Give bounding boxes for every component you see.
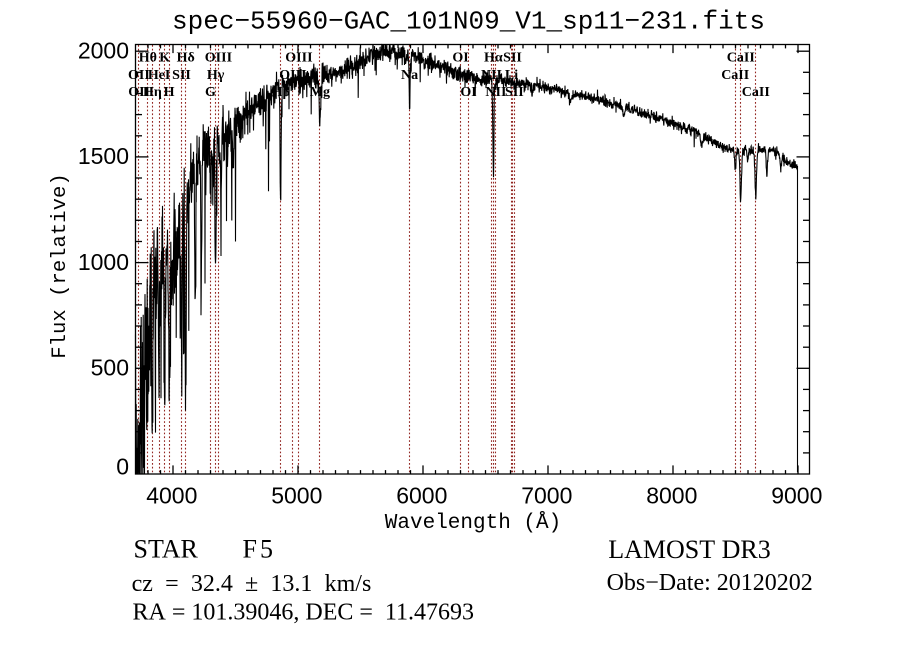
svg-text:Hδ: Hδ xyxy=(177,51,195,66)
svg-text:SII: SII xyxy=(172,68,191,83)
svg-text:HeI: HeI xyxy=(148,68,171,83)
svg-text:OII: OII xyxy=(128,85,150,100)
svg-text:RA = 101.39046, DEC = 11.4769: RA = 101.39046, DEC = 11.47693 xyxy=(133,600,475,626)
svg-text:OIII: OIII xyxy=(285,51,312,66)
svg-text:Li: Li xyxy=(505,68,518,83)
svg-text:Hα: Hα xyxy=(484,51,503,66)
svg-text:Hθ: Hθ xyxy=(139,51,157,66)
svg-text:OIII: OIII xyxy=(279,68,306,83)
svg-text:CaII: CaII xyxy=(727,51,755,66)
svg-text:LAMOST DR3: LAMOST DR3 xyxy=(608,535,771,564)
svg-text:NII: NII xyxy=(481,68,502,83)
svg-text:8000: 8000 xyxy=(646,483,697,509)
svg-text:F5: F5 xyxy=(243,535,276,564)
svg-text:spec−55960−GAC_101N09_V1_sp11−: spec−55960−GAC_101N09_V1_sp11−231.fits xyxy=(172,7,765,37)
svg-text:1000: 1000 xyxy=(78,249,129,275)
svg-text:2000: 2000 xyxy=(78,38,129,64)
svg-text:Na: Na xyxy=(401,68,418,83)
svg-text:G: G xyxy=(205,85,216,100)
svg-text:Obs−Date: 20120202: Obs−Date: 20120202 xyxy=(607,570,813,596)
svg-text:Hη: Hη xyxy=(143,85,162,100)
svg-text:CaII: CaII xyxy=(742,85,770,100)
svg-text:OI: OI xyxy=(460,85,476,100)
svg-text:9000: 9000 xyxy=(771,483,822,509)
svg-text:OI: OI xyxy=(452,51,468,66)
svg-text:Hγ: Hγ xyxy=(207,68,225,83)
svg-text:CaII: CaII xyxy=(721,68,749,83)
svg-text:Flux (relative): Flux (relative) xyxy=(49,173,72,358)
svg-text:OIII: OIII xyxy=(205,51,232,66)
svg-text:Wavelength (Å): Wavelength (Å) xyxy=(385,512,561,535)
svg-text:0: 0 xyxy=(116,454,129,480)
svg-text:SII: SII xyxy=(505,85,524,100)
svg-text:cz = 32.4 ± 13.1 km/s: cz = 32.4 ± 13.1 km/s xyxy=(132,571,372,597)
svg-text:6000: 6000 xyxy=(396,483,447,509)
svg-text:K: K xyxy=(159,51,170,66)
svg-text:Hβ: Hβ xyxy=(272,85,290,100)
svg-text:SII: SII xyxy=(503,51,522,66)
svg-text:H: H xyxy=(164,85,175,100)
svg-text:OII: OII xyxy=(128,68,150,83)
svg-text:4000: 4000 xyxy=(146,483,197,509)
svg-text:STAR: STAR xyxy=(134,535,199,564)
svg-text:NII: NII xyxy=(485,85,506,100)
svg-text:Mg: Mg xyxy=(310,85,330,100)
svg-text:7000: 7000 xyxy=(521,483,572,509)
svg-text:1500: 1500 xyxy=(78,143,129,169)
svg-text:500: 500 xyxy=(91,355,129,381)
svg-text:5000: 5000 xyxy=(271,483,322,509)
